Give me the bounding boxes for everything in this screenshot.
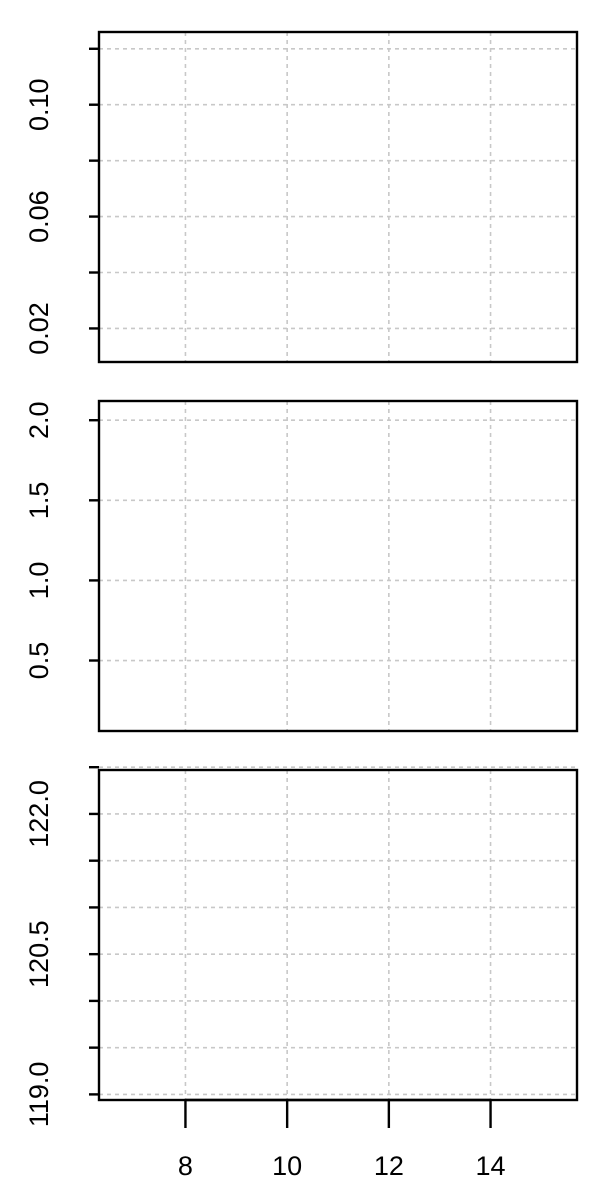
- xtick-label-10: 10: [272, 1151, 302, 1181]
- xtick-label-12: 12: [374, 1151, 404, 1181]
- panel-2: 0.5 1.0 1.5 2.0: [24, 399, 579, 733]
- panel-3: 119.0 120.5 122.0 8 10 12 14: [24, 765, 579, 1181]
- panel-3-ytick-label-119_0: 119.0: [24, 1062, 54, 1128]
- panel-1-ytick-label-0_10: 0.10: [24, 78, 54, 131]
- xtick-label-8: 8: [178, 1151, 193, 1181]
- panel-2-frame: [97, 399, 579, 733]
- panel-1-frame: [97, 30, 579, 364]
- panel-2-ytick-label-0_5: 0.5: [24, 642, 54, 680]
- panel-3-frame: [97, 768, 579, 1102]
- panel-3-ytick-label-120_5: 120.5: [24, 920, 54, 988]
- panel-1: 0.02 0.06 0.10: [24, 30, 579, 364]
- panel-3-ytick-label-122_0: 122.0: [24, 780, 54, 848]
- xtick-label-14: 14: [476, 1151, 506, 1181]
- panel-2-ytick-label-1_0: 1.0: [24, 562, 54, 600]
- panel-1-ytick-label-0_06: 0.06: [24, 190, 54, 243]
- panel-2-ytick-label-1_5: 1.5: [24, 482, 54, 520]
- panel-2-ytick-label-2_0: 2.0: [24, 401, 54, 439]
- panel-1-ytick-label-0_02: 0.02: [24, 302, 54, 355]
